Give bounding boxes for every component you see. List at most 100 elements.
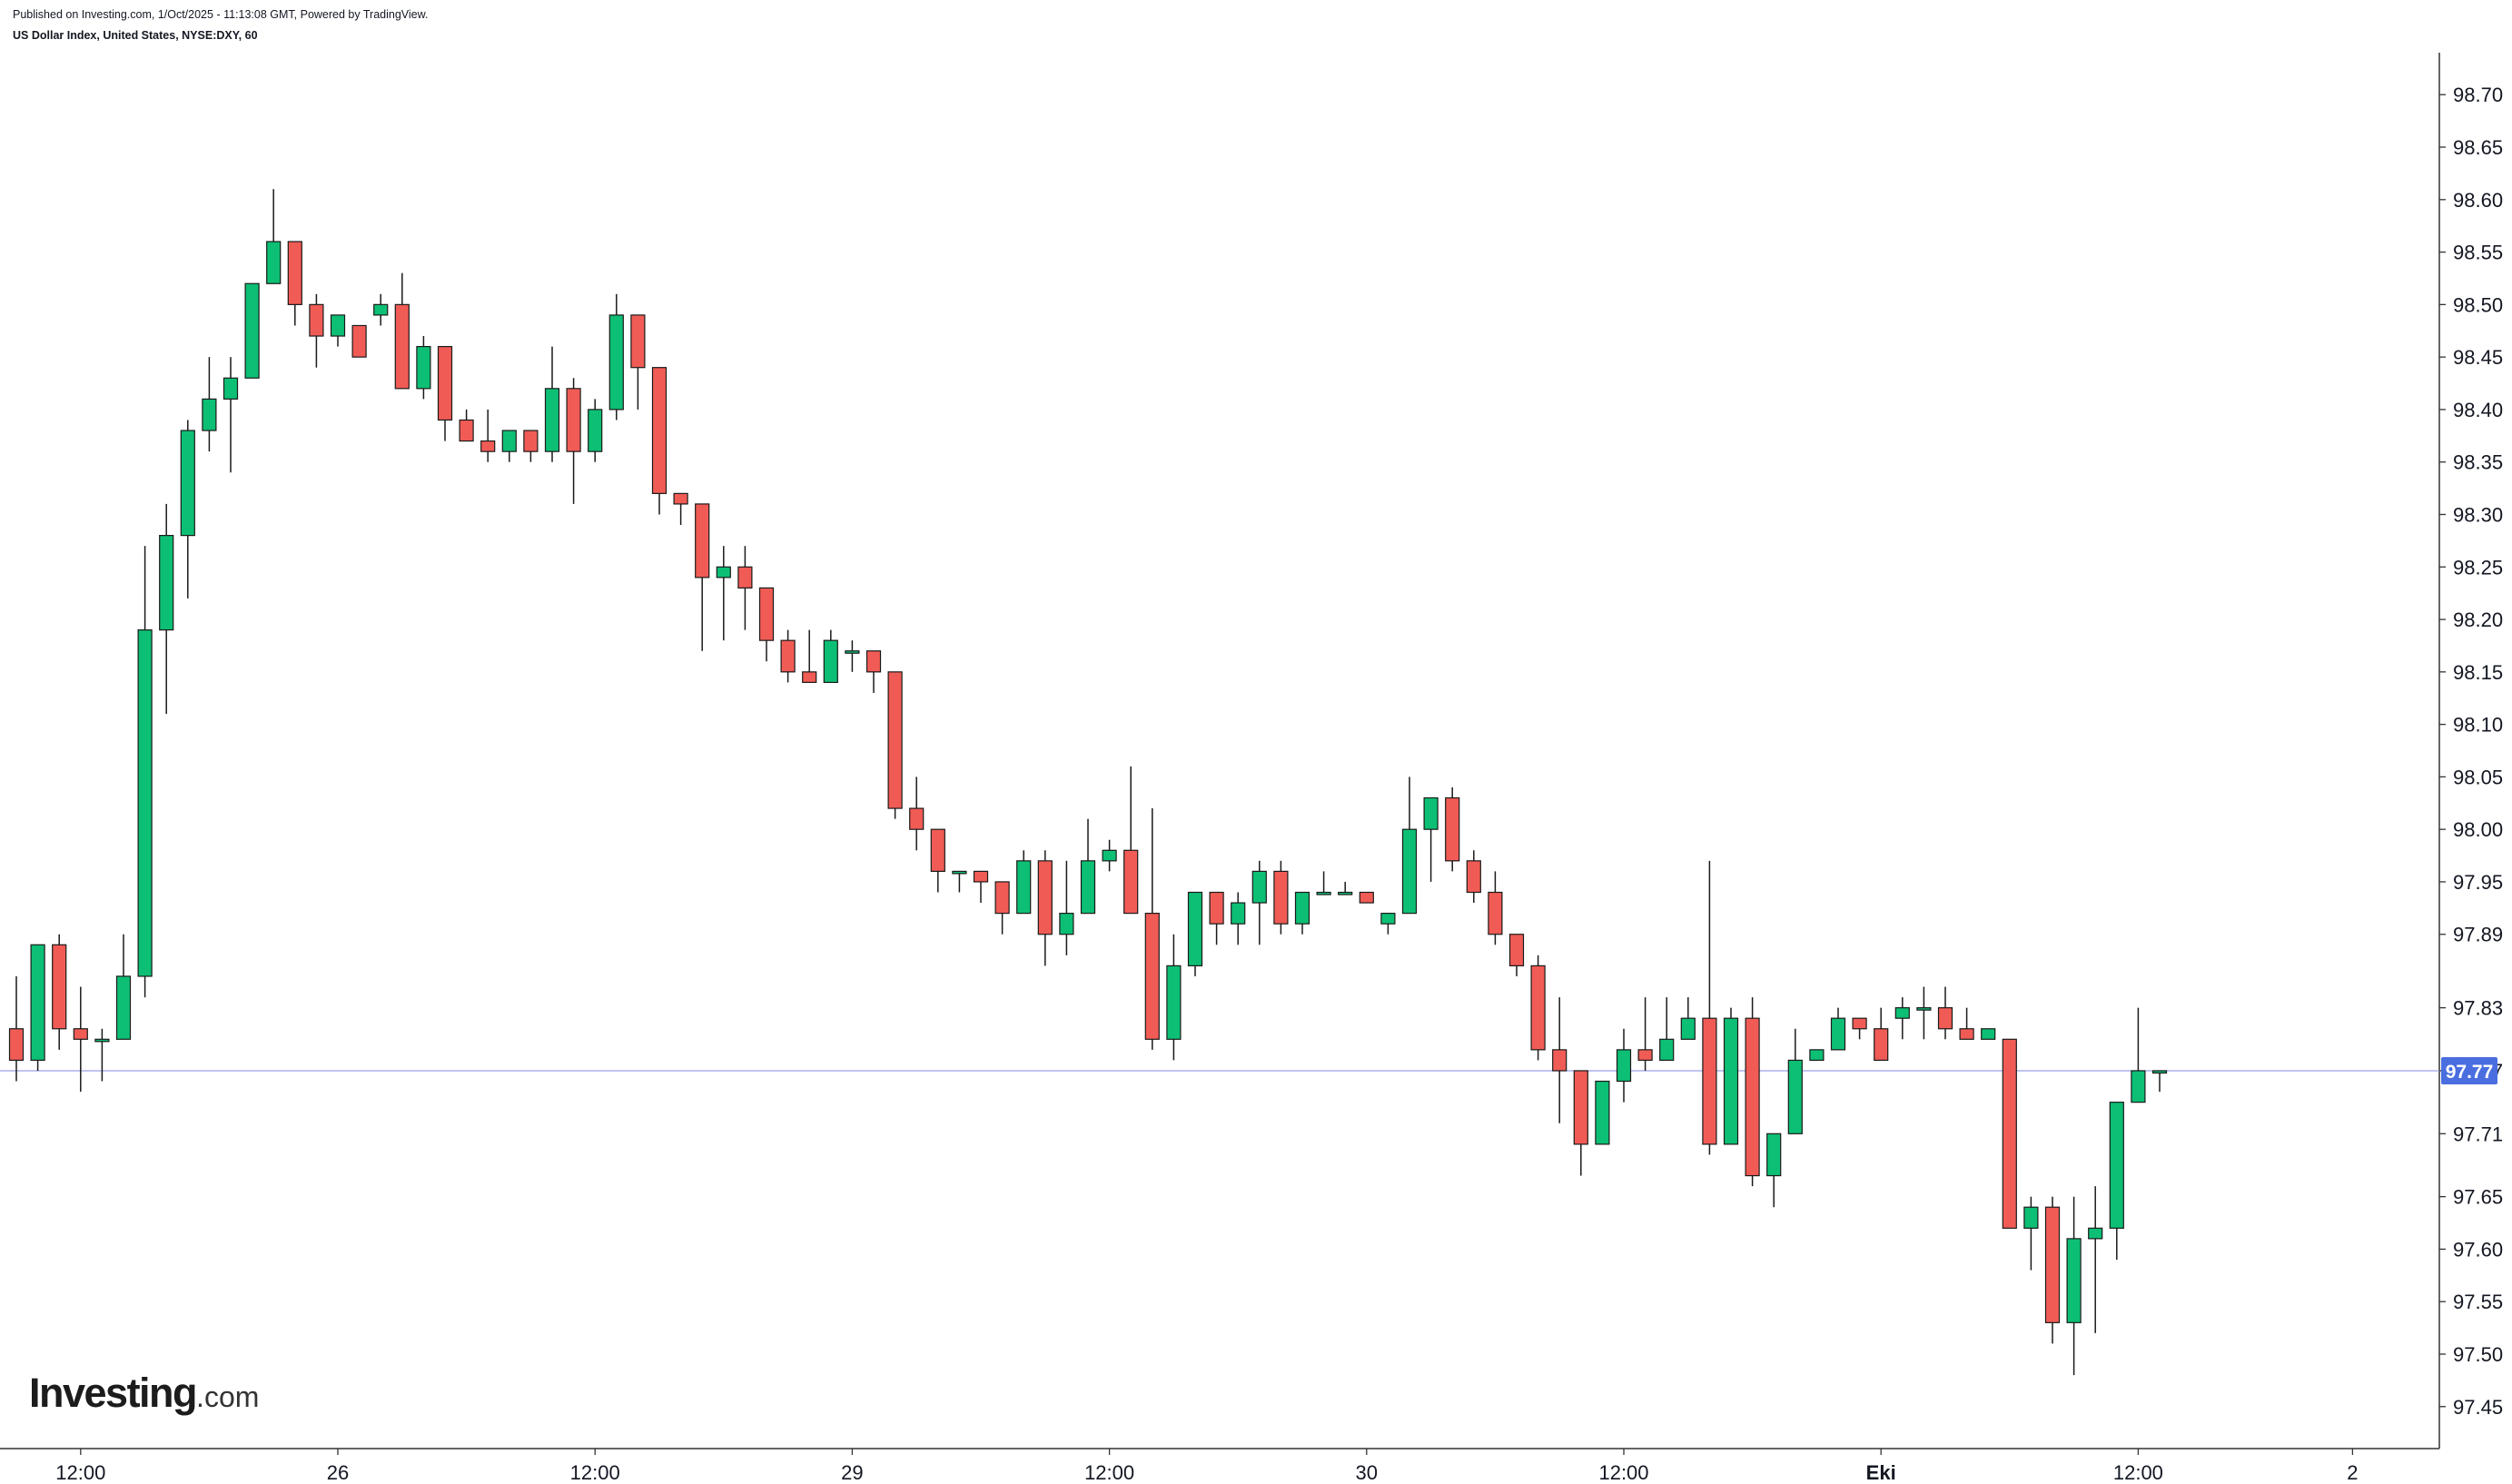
candle xyxy=(1702,860,1717,1155)
candle xyxy=(266,189,282,284)
candle xyxy=(459,409,474,442)
candle xyxy=(1338,881,1353,895)
candle-body xyxy=(1338,891,1353,895)
candle xyxy=(695,503,710,651)
candle xyxy=(1359,891,1374,904)
candle-body xyxy=(1488,891,1503,935)
candle-body xyxy=(202,398,217,431)
candle xyxy=(566,378,581,504)
candle xyxy=(2023,1196,2039,1271)
candle xyxy=(1637,997,1653,1071)
candle-body xyxy=(501,430,517,452)
time-tick-label: 30 xyxy=(1356,1461,1378,1484)
candle xyxy=(30,944,45,1071)
candle xyxy=(673,492,688,526)
time-tick-label: 2 xyxy=(2347,1461,2358,1484)
candle xyxy=(1723,1007,1739,1145)
candle xyxy=(180,420,195,599)
candle-body xyxy=(1401,828,1418,915)
candle xyxy=(115,934,132,1040)
last-price-badge-bg xyxy=(2441,1056,2497,1084)
candle-body xyxy=(73,1028,88,1040)
candle xyxy=(416,336,431,400)
candle-body xyxy=(523,430,539,452)
candle xyxy=(1874,1007,1889,1062)
time-tick-label: 29 xyxy=(841,1461,863,1484)
candle-body xyxy=(608,314,624,411)
candle-body xyxy=(1102,849,1117,862)
candle xyxy=(716,546,731,641)
candle-body xyxy=(1359,891,1374,904)
price-tick-label: 97.45 xyxy=(2453,1396,2503,1419)
candle xyxy=(1466,850,1481,904)
candle-body xyxy=(1294,891,1310,925)
price-tick-label: 97.71 xyxy=(2453,1123,2503,1145)
candle-body xyxy=(994,881,1010,915)
price-tick-label: 98.55 xyxy=(2453,242,2503,264)
candle-body xyxy=(373,303,389,316)
candle-body xyxy=(1937,1007,1953,1030)
candle xyxy=(523,430,539,462)
candle xyxy=(52,934,67,1050)
candle-body xyxy=(309,303,324,337)
candle xyxy=(1894,997,1910,1040)
candle xyxy=(1294,891,1310,935)
candle-body xyxy=(2023,1206,2039,1229)
candle xyxy=(1959,1007,1974,1040)
candle xyxy=(1380,913,1396,935)
candle-body xyxy=(1702,1017,1717,1145)
candle xyxy=(1916,986,1932,1040)
candle xyxy=(73,986,88,1093)
candle xyxy=(823,629,838,683)
candle xyxy=(2044,1196,2061,1344)
candle xyxy=(1401,777,1418,915)
candle xyxy=(1488,871,1503,945)
candle-body xyxy=(673,492,688,505)
candle-body xyxy=(1273,870,1289,925)
candle-body xyxy=(845,650,860,654)
last-price-badge: 97.77 xyxy=(2441,1056,2497,1084)
candle-body xyxy=(909,807,925,830)
price-tick-label: 97.83 xyxy=(2453,997,2503,1020)
candle-body xyxy=(1231,902,1246,925)
candle-body xyxy=(1144,913,1160,1040)
price-tick-label: 97.50 xyxy=(2453,1343,2503,1366)
candle xyxy=(952,870,967,893)
candle-body xyxy=(823,639,838,683)
candle xyxy=(1766,1133,1782,1208)
candle-body xyxy=(437,345,453,421)
candle-body xyxy=(1852,1017,1867,1030)
candle xyxy=(1037,850,1053,966)
time-tick-label: 26 xyxy=(327,1461,349,1484)
candle-body xyxy=(1787,1059,1803,1134)
candle xyxy=(1231,892,1246,945)
candle-body xyxy=(159,534,174,631)
candle-body xyxy=(566,388,581,452)
logo-text: Investing xyxy=(29,1370,198,1416)
price-tick-label: 97.95 xyxy=(2453,871,2503,894)
candle xyxy=(544,346,560,462)
candle-body xyxy=(1659,1038,1675,1062)
price-tick-label: 98.00 xyxy=(2453,818,2503,841)
candle xyxy=(1187,891,1203,976)
candle-body xyxy=(2066,1238,2082,1323)
candle-body xyxy=(2131,1070,2146,1103)
investing-logo: Investing.com xyxy=(29,1370,259,1417)
candle-body xyxy=(1016,860,1032,915)
candle-body xyxy=(266,241,282,284)
logo-suffix: .com xyxy=(196,1380,260,1413)
candle xyxy=(780,629,796,683)
candle-body xyxy=(94,1038,110,1043)
candle-body xyxy=(1981,1028,1996,1040)
candle-body xyxy=(1423,796,1439,830)
candle xyxy=(1680,997,1696,1040)
time-tick-label: 12:00 xyxy=(570,1461,620,1484)
price-tick-label: 98.10 xyxy=(2453,714,2503,737)
price-tick-label: 98.40 xyxy=(2453,399,2503,421)
candle xyxy=(608,293,624,420)
candle xyxy=(1595,1080,1610,1145)
candle xyxy=(2131,1007,2146,1103)
candle-body xyxy=(758,587,775,641)
candle xyxy=(94,1028,110,1082)
